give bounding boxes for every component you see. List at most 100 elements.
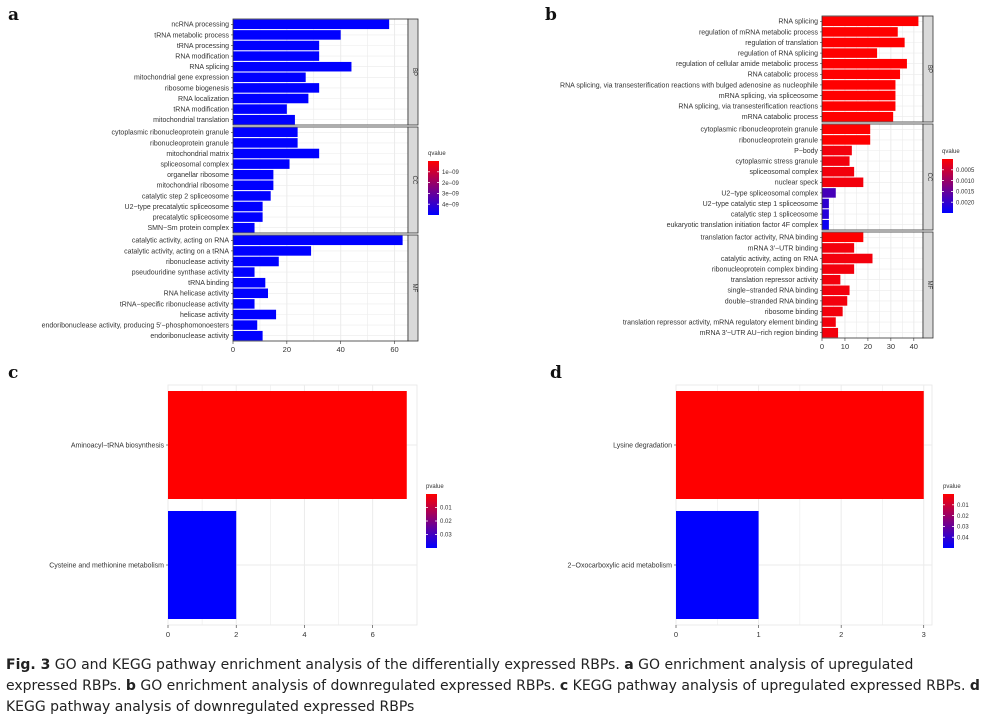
bar [168,391,407,499]
legend-tick-label: 0.01 [957,503,969,509]
category-label: cytoplasmic ribonucleoprotein granule [111,130,229,137]
x-tick-label: 30 [887,342,895,351]
x-tick-label: 40 [337,345,345,354]
category-label: translation factor activity, RNA binding [701,235,818,242]
bar [233,201,263,212]
bar [233,61,352,72]
x-tick-label: 6 [371,630,375,639]
bar [822,253,873,264]
category-label: organellar ribosome [167,172,229,179]
facet-strip-label: MF [926,281,932,290]
panel-b: b RNA splicing regulation of mRNA metaboli… [545,5,975,351]
facet-strip-label: CC [411,176,417,185]
legend-colorbar [942,159,953,213]
category-label: mRNA 3′−UTR AU−rich region binding [700,330,819,337]
category-label: tRNA−specific ribonuclease activity [120,301,230,308]
facet-strip [922,231,934,339]
caption-ref-b: b [125,678,136,694]
bar [822,37,905,48]
category-label: mitochondrial gene expression [134,75,229,82]
bar [233,277,266,288]
category-label: RNA splicing, via transesterification re… [560,82,818,89]
bar [822,16,919,27]
panel-label: c [8,363,18,383]
legend-tick-label: 0.04 [957,535,969,541]
category-label: RNA splicing [189,64,229,71]
caption-ref-c: c [559,678,569,694]
category-label: nuclear speck [775,180,819,187]
bar [822,145,852,156]
category-label: catalytic activity, acting on a tRNA [124,248,229,255]
caption-text: GO and KEGG pathway enrichment analysis … [50,657,625,673]
facet-bp: ncRNA processing tRNA metabolic process tR… [134,18,419,126]
category-label: regulation of RNA splicing [738,51,818,58]
category-label: catalytic step 2 spliceosome [142,193,229,200]
legend-title: qvalue [428,151,446,157]
x-tick-label: 60 [390,345,398,354]
category-label: endoribonuclease activity [150,333,229,340]
panel-d: d Lysine degradation 2−Oxocarboxylic acid … [550,363,969,639]
category-label: ribonucleoprotein complex binding [712,267,818,274]
bar [822,188,836,198]
bar [822,198,829,209]
category-label: regulation of cellular amide metabolic p… [676,61,819,68]
bar [822,90,896,101]
x-tick-label: 0 [231,345,235,354]
bar [822,209,829,219]
category-label: tRNA processing [177,43,229,50]
bar [233,246,312,256]
caption-ref-a: a [624,657,634,673]
x-tick-label: 10 [841,342,849,351]
bar [822,124,871,135]
category-label: regulation of mRNA metabolic process [699,29,819,36]
legend-title: pvalue [943,484,961,490]
legend-tick-label: 0.0010 [956,179,975,185]
legend-colorbar [426,494,437,548]
caption-label: Fig. 3 [6,657,51,673]
facet-strip-label: CC [926,173,932,182]
panel-label: a [8,5,19,25]
legend-tick-label: 1e−09 [442,170,460,176]
legend-colorbar [943,494,954,548]
bar [233,235,403,246]
facet-strip-label: BP [411,68,417,76]
figure-canvas: a ncRNA processing tRNA metabolic process t… [8,5,975,639]
category-label: double−stranded RNA binding [725,298,818,305]
facet-strip [407,18,419,126]
category-label: ribonucleoprotein granule [739,137,818,144]
category-label: spliceosomal complex [750,169,819,176]
category-label: tRNA binding [188,280,229,287]
legend-tick-label: 0.02 [957,514,969,520]
bar [168,511,237,619]
category-label: helicase activity [180,312,230,319]
category-label: mitochondrial matrix [166,151,229,158]
bar [233,299,255,309]
facet-cc: cytoplasmic ribonucleoprotein granule rib… [111,126,419,234]
category-label: Aminoacyl−tRNA biosynthesis [71,442,165,449]
legend-title: pvalue [426,484,444,490]
bar [233,288,268,299]
category-label: precatalytic spliceosome [153,215,229,222]
category-label: Cysteine and methionine metabolism [49,562,164,569]
category-label: mRNA 3′−UTR binding [748,245,818,252]
category-label: 2−Oxocarboxylic acid metabolism [568,562,673,569]
category-label: ncRNA processing [171,22,229,29]
x-tick-label: 1 [756,630,760,639]
category-label: tRNA metabolic process [154,32,229,39]
bar [676,391,924,499]
x-tick-label: 0 [820,342,824,351]
bar [822,111,894,122]
bar [233,320,258,330]
bar [233,93,309,104]
bar [233,159,290,169]
bar [822,274,841,285]
bar [233,191,271,201]
panel-label: d [550,363,562,383]
bar [822,306,843,317]
figure-caption: Fig. 3 GO and KEGG pathway enrichment an… [6,655,981,718]
legend-colorbar [428,161,439,215]
panel-label: b [545,5,557,25]
x-tick-label: 0 [166,630,170,639]
legend-tick-label: 2e−09 [442,181,460,187]
category-label: cytoplasmic stress granule [736,159,819,166]
